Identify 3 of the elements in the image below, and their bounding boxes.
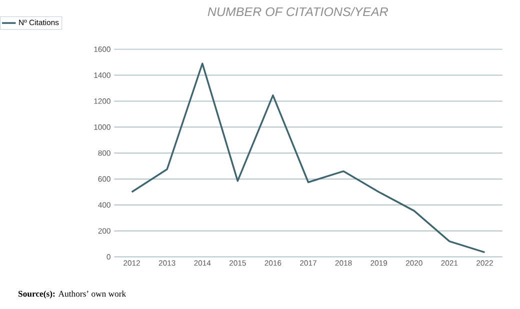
chart-title: NUMBER OF CITATIONS/YEAR [208, 6, 388, 16]
line-series [130, 62, 486, 254]
text: Source(s): Authors’ own work [18, 290, 126, 298]
